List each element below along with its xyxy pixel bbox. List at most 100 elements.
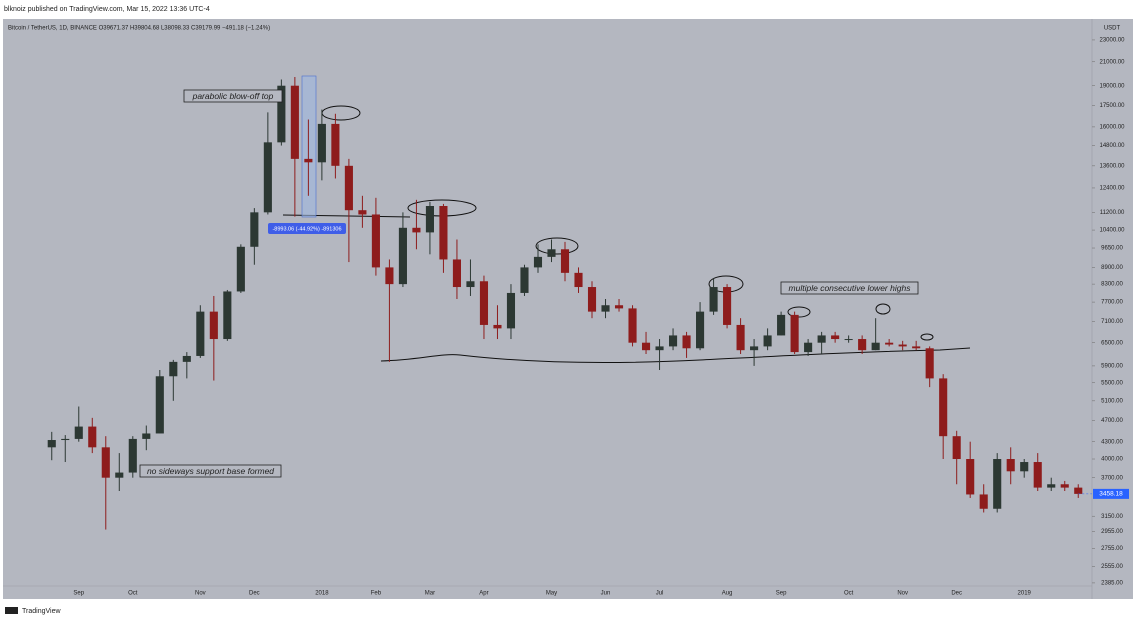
- x-tick-label: Dec: [249, 591, 260, 597]
- candle-body: [479, 281, 489, 325]
- y-tick-label: 7100.00: [1101, 319, 1123, 325]
- candle-body: [412, 227, 421, 233]
- candle-body: [574, 272, 583, 288]
- axis-background: [1092, 19, 1133, 599]
- candle-body: [344, 165, 353, 211]
- candle-body: [587, 287, 597, 312]
- candle-body: [520, 267, 529, 293]
- candle-body: [61, 438, 70, 441]
- candle-body: [331, 123, 340, 166]
- candle-body: [425, 206, 434, 233]
- annotation: no sideways support base formed: [147, 466, 274, 476]
- y-tick-label: 3150.00: [1101, 514, 1123, 520]
- candle-body: [1020, 462, 1029, 472]
- y-tick-label: 4000.00: [1101, 457, 1123, 463]
- annotation-box: [780, 281, 919, 295]
- annotation: parabolic blow-off top: [192, 91, 274, 101]
- candle-body: [939, 378, 948, 437]
- x-tick-label: Feb: [371, 591, 382, 597]
- candle-body: [614, 305, 624, 309]
- candle-body: [601, 305, 610, 312]
- x-tick-label: May: [546, 591, 557, 597]
- candle-body: [979, 494, 988, 509]
- y-tick-label: 2755.00: [1101, 546, 1123, 552]
- last-price-tag: [1093, 488, 1129, 499]
- candle-body: [696, 311, 705, 349]
- candle-body: [115, 472, 124, 478]
- candle-body: [898, 344, 907, 347]
- y-tick-label: 2555.00: [1101, 564, 1123, 570]
- annotation-box: [183, 89, 283, 103]
- y-tick-label: 4700.00: [1101, 418, 1123, 424]
- candle-body: [155, 376, 164, 434]
- y-tick-label: 4300.00: [1101, 439, 1123, 445]
- candle-body: [128, 438, 137, 473]
- candle-body: [993, 459, 1002, 509]
- y-tick-label: 14800.00: [1099, 143, 1125, 149]
- x-tick-label: Sep: [73, 591, 84, 597]
- highlight-circle: [787, 306, 811, 318]
- candle-body: [817, 335, 826, 343]
- symbol-line: Bitcoin / TetherUS, 1D, BINANCE O39671.3…: [8, 26, 270, 32]
- candle-body: [1060, 484, 1069, 488]
- candle-body: [304, 158, 313, 163]
- candle-body: [790, 314, 799, 353]
- candle-body: [871, 342, 880, 351]
- candle-body: [317, 123, 326, 163]
- publisher-line: blknoiz published on TradingView.com, Ma…: [4, 6, 210, 13]
- candle-body: [736, 324, 745, 351]
- x-tick-label: Sep: [776, 591, 787, 597]
- candle-body: [290, 85, 299, 159]
- candle-body: [250, 212, 259, 247]
- candle-body: [885, 342, 894, 345]
- candle-body: [439, 206, 448, 260]
- candle-body: [223, 291, 232, 340]
- y-tick-label: 21000.00: [1099, 59, 1125, 65]
- candle-body: [74, 426, 83, 439]
- x-tick-label: Aug: [722, 591, 733, 597]
- y-tick-label: 17500.00: [1099, 103, 1125, 109]
- y-tick-label: 23000.00: [1099, 38, 1125, 44]
- candle-body: [169, 361, 178, 377]
- y-tick-label: 5100.00: [1101, 398, 1123, 404]
- x-tick-label: Apr: [479, 591, 488, 597]
- last-price-label: 3458.18: [1099, 491, 1123, 498]
- candle-body: [831, 335, 840, 340]
- candle-body: [277, 85, 286, 143]
- plot-background: [3, 19, 1092, 599]
- candle-body: [682, 335, 691, 349]
- x-tick-label: 2018: [315, 591, 329, 597]
- candle-body: [101, 447, 110, 478]
- candle-body: [709, 287, 718, 312]
- highlight-circle: [535, 237, 579, 255]
- candle-body: [263, 142, 272, 213]
- candle-body: [1006, 459, 1015, 472]
- candle-body: [1047, 484, 1056, 488]
- y-tick-label: 12400.00: [1099, 186, 1125, 192]
- y-tick-label: 16000.00: [1099, 124, 1125, 130]
- x-tick-label: Jun: [601, 591, 611, 597]
- candle-body: [1033, 462, 1042, 488]
- candle-body: [493, 324, 502, 329]
- highlight-circle: [875, 303, 891, 315]
- y-tick-label: 9650.00: [1101, 246, 1123, 252]
- annotation-box: [139, 464, 282, 478]
- y-tick-label: 10400.00: [1099, 228, 1125, 234]
- y-tick-label: 3700.00: [1101, 475, 1123, 481]
- measure-box: [301, 75, 317, 218]
- candle-body: [209, 311, 218, 340]
- x-tick-label: Oct: [128, 591, 138, 597]
- candle-body: [763, 335, 772, 347]
- candle-body: [466, 281, 475, 288]
- candle-body: [750, 346, 759, 351]
- candle-body: [777, 314, 786, 336]
- y-tick-label: 2955.00: [1101, 529, 1123, 535]
- candle-body: [912, 346, 921, 349]
- highlight-circle: [920, 333, 934, 341]
- y-tick-label: 19000.00: [1099, 83, 1125, 89]
- annotation: multiple consecutive lower highs: [789, 283, 912, 293]
- candle-body: [182, 355, 191, 362]
- x-tick-label: Oct: [844, 591, 854, 597]
- x-tick-label: Nov: [897, 591, 908, 597]
- y-tick-label: 5500.00: [1101, 380, 1123, 386]
